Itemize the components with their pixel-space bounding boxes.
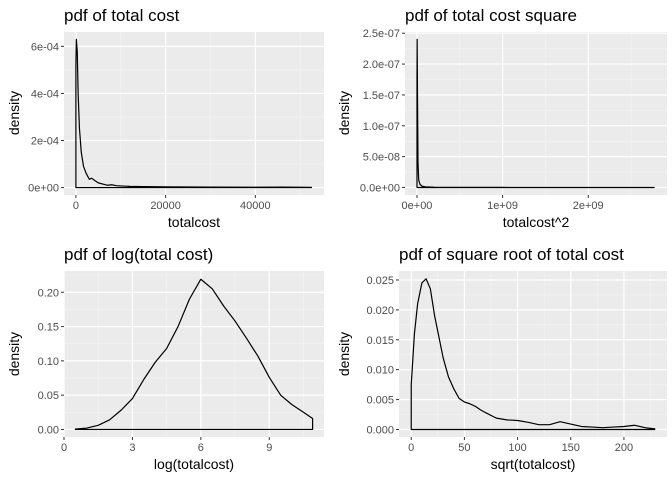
x-tick-label: 0e+00 bbox=[402, 200, 433, 212]
y-tick-label: 0.005 bbox=[366, 395, 394, 407]
density-line bbox=[75, 38, 313, 189]
panel-total-cost-square: pdf of total cost square 0e+00 1e+09 2e+09… bbox=[336, 6, 667, 230]
gridlines bbox=[63, 271, 324, 437]
x-tick-label: 0 bbox=[61, 442, 67, 454]
density-curve bbox=[75, 38, 313, 189]
axis-ticks: 0 3 6 9 0.00 0.05 0.10 0.15 0.20 bbox=[38, 287, 273, 454]
x-axis-title: totalcost^2 bbox=[503, 214, 570, 230]
panel-log-total-cost: pdf of log(total cost) 0 3 6 90.000.050.100… bbox=[6, 245, 324, 472]
plot-background bbox=[399, 271, 667, 437]
x-tick-label: 9 bbox=[266, 442, 272, 454]
y-tick-label: 0.000 bbox=[366, 424, 394, 436]
plot-background bbox=[64, 32, 324, 195]
y-axis-title: density bbox=[336, 91, 352, 135]
x-tick-label: 100 bbox=[508, 442, 526, 454]
y-tick-label: 1.5e-07 bbox=[363, 90, 400, 102]
y-axis-title: density bbox=[6, 91, 22, 135]
panel-title: pdf of square root of total cost bbox=[399, 245, 624, 264]
x-tick-label: 0 bbox=[408, 442, 414, 454]
plot-background bbox=[64, 271, 324, 437]
plot-background bbox=[405, 32, 667, 195]
y-tick-label: 0.020 bbox=[366, 305, 394, 317]
y-tick-label: 0.025 bbox=[366, 275, 394, 287]
axis-ticks: 0e+00 1e+09 2e+09 0.0e+00 5.0e-08 1.0e-07 1.5e… bbox=[360, 28, 604, 212]
panel-title: pdf of total cost square bbox=[405, 6, 577, 25]
density-line bbox=[74, 278, 314, 431]
x-tick-label: 1e+09 bbox=[487, 200, 518, 212]
density-line bbox=[416, 38, 655, 189]
axis-ticks: 0 50 100 150 200 0.000 0.005 0.010 0.015 0.020 0.0… bbox=[366, 275, 633, 454]
y-tick-label: 5.0e-08 bbox=[363, 152, 400, 164]
x-axis-title: sqrt(totalcost) bbox=[491, 456, 576, 472]
y-axis-title: density bbox=[6, 332, 22, 376]
density-line bbox=[410, 278, 656, 431]
y-tick-label: 2.0e-07 bbox=[363, 59, 400, 71]
panel-sqrt-total-cost: pdf of square root of total cost 0 50 100 1… bbox=[336, 245, 667, 472]
x-tick-label: 50 bbox=[458, 442, 470, 454]
y-tick-label: 0.05 bbox=[38, 390, 59, 402]
y-tick-label: 4e-04 bbox=[31, 88, 59, 100]
y-tick-label: 0.010 bbox=[366, 365, 394, 377]
density-curve bbox=[410, 278, 656, 431]
y-tick-label: 2e-04 bbox=[31, 136, 59, 148]
x-axis-title: totalcost bbox=[168, 214, 220, 230]
y-tick-label: 0.15 bbox=[38, 322, 59, 334]
x-tick-label: 150 bbox=[562, 442, 580, 454]
y-tick-label: 1.0e-07 bbox=[363, 121, 400, 133]
x-tick-label: 40000 bbox=[240, 200, 271, 212]
x-tick-label: 200 bbox=[615, 442, 633, 454]
y-axis-title: density bbox=[336, 332, 352, 376]
density-curve bbox=[74, 278, 314, 431]
axis-ticks: 0 20000 40000 0e+00 2e-04 4e-04 6e-04 bbox=[28, 41, 271, 212]
y-tick-label: 2.5e-07 bbox=[363, 28, 400, 40]
y-tick-label: 0.0e+00 bbox=[360, 182, 400, 194]
density-curve bbox=[416, 38, 655, 189]
x-tick-label: 20000 bbox=[150, 200, 181, 212]
x-tick-label: 2e+09 bbox=[573, 200, 604, 212]
y-tick-label: 0.015 bbox=[366, 335, 394, 347]
x-tick-label: 6 bbox=[198, 442, 204, 454]
x-tick-label: 3 bbox=[129, 442, 135, 454]
y-tick-label: 0.20 bbox=[38, 287, 59, 299]
panel-title: pdf of log(total cost) bbox=[64, 245, 213, 264]
gridlines bbox=[405, 32, 667, 195]
y-tick-label: 0.00 bbox=[38, 424, 59, 436]
y-tick-label: 6e-04 bbox=[31, 41, 59, 53]
x-tick-label: 0 bbox=[73, 200, 79, 212]
panel-total-cost: pdf of total cost 0 20000 40000 0e+00 2e-04 4… bbox=[6, 6, 324, 230]
panel-title: pdf of total cost bbox=[64, 6, 180, 25]
y-tick-label: 0e+00 bbox=[28, 183, 59, 195]
y-tick-label: 0.10 bbox=[38, 356, 59, 368]
x-axis-title: log(totalcost) bbox=[154, 456, 234, 472]
